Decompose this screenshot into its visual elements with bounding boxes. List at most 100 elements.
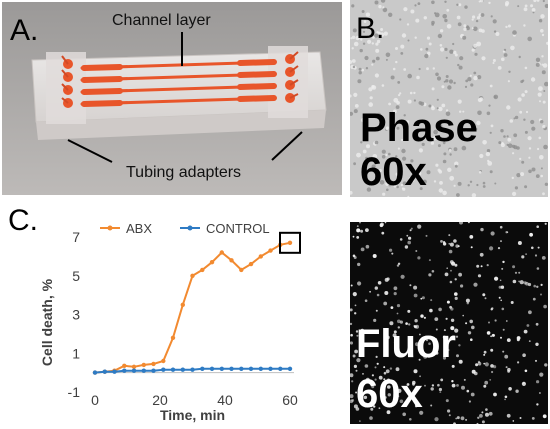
phase-cell: [521, 79, 525, 82]
panel-letter-b: B.: [356, 12, 385, 45]
fluor-cell: [353, 256, 357, 259]
phase-cell: [445, 75, 449, 78]
data-point-control: [209, 366, 215, 371]
legend-label: CONTROL: [206, 221, 270, 236]
phase-cell: [400, 44, 405, 49]
fluor-cell: [501, 307, 505, 311]
phase-cell: [420, 101, 425, 106]
fluor-cell: [486, 331, 491, 335]
fluor-cell: [438, 387, 442, 392]
phase-cell: [486, 149, 491, 153]
fluor-cell: [449, 260, 454, 264]
fluor-cell: [481, 420, 485, 424]
phase-cell: [413, 99, 416, 102]
fluor-cell: [486, 264, 489, 267]
fluor-cell: [460, 284, 464, 288]
fluor-cell: [362, 373, 364, 375]
fluor-cell: [544, 363, 548, 367]
fluor-cell: [524, 369, 528, 373]
fluor-cell: [500, 299, 502, 302]
phase-cell: [430, 141, 434, 145]
fluor-cell: [375, 309, 378, 312]
phase-cell: [521, 93, 525, 97]
fluor-cell: [376, 362, 379, 365]
fluor-cell: [510, 301, 514, 304]
fluor-cell: [383, 366, 386, 369]
phase-cell: [493, 30, 497, 33]
fluor-cell: [370, 407, 374, 411]
fluor-cell: [458, 272, 462, 277]
fluor-cell: [480, 265, 483, 268]
phase-cell: [353, 41, 359, 47]
fluor-cell: [521, 255, 525, 259]
fluor-cell: [451, 383, 456, 388]
phase-cell: [512, 30, 517, 35]
phase-cell: [352, 28, 357, 33]
fluor-cell: [396, 312, 399, 315]
phase-cell: [433, 180, 437, 183]
fluor-cell: [435, 351, 439, 355]
phase-cell: [542, 63, 548, 68]
phase-cell: [351, 59, 356, 63]
phase-cell: [410, 9, 415, 14]
phase-cell: [531, 167, 536, 172]
phase-cell: [438, 106, 443, 112]
phase-cell: [524, 130, 528, 134]
fluor-cell: [454, 296, 458, 300]
data-point-control: [122, 368, 127, 373]
phase-cell: [470, 83, 474, 87]
x-tick-label: 20: [152, 392, 168, 408]
phase-cell: [464, 128, 468, 132]
phase-cell: [542, 192, 545, 196]
phase-cell: [540, 29, 544, 33]
phase-cell: [473, 43, 478, 48]
phase-cell: [425, 47, 429, 51]
phase-magnification: 60x: [360, 150, 427, 194]
phase-cell: [409, 91, 413, 95]
fluor-cell: [429, 337, 432, 340]
fluor-cell: [352, 235, 355, 238]
fluor-cell: [506, 231, 509, 233]
fluor-cell: [497, 247, 501, 250]
fluor-cell: [525, 253, 527, 255]
fluor-cell: [544, 222, 547, 225]
phase-cell: [541, 33, 545, 37]
fluor-cell: [483, 350, 487, 354]
fluor-cell: [499, 225, 503, 229]
fluor-cell: [445, 347, 448, 350]
phase-cell: [447, 131, 450, 134]
data-point-abx: [131, 364, 137, 369]
fluor-cell: [373, 318, 377, 322]
fluor-cell: [515, 389, 519, 393]
phase-cell: [461, 145, 467, 151]
phase-contrast-image: Phase 60x: [350, 0, 548, 197]
cell-death-chart: -1 1 3 5 7 0 20 40 60 Time, min Cell death, % ABX CO…: [39, 221, 301, 423]
phase-cell: [507, 80, 510, 83]
phase-cell: [490, 124, 494, 128]
highlight-box: [279, 231, 301, 254]
fluor-cell: [523, 329, 528, 334]
fluor-cell: [479, 414, 483, 418]
phase-cell: [507, 137, 512, 142]
phase-cell: [477, 75, 482, 80]
phase-cell: [427, 51, 431, 56]
phase-cell: [417, 2, 421, 5]
data-point-abx: [200, 267, 205, 273]
phase-cell: [492, 62, 495, 64]
phase-cell: [513, 133, 518, 138]
data-point-control: [239, 366, 244, 371]
fluor-label: Fluor: [356, 322, 456, 366]
fluor-cell: [442, 356, 447, 360]
fluor-cell: [397, 388, 402, 393]
phase-cell: [390, 75, 395, 80]
fluor-cell: [434, 417, 439, 422]
x-axis-title: Time, min: [160, 407, 225, 423]
phase-cell: [478, 28, 483, 33]
phase-cell: [372, 154, 378, 159]
phase-cell: [519, 157, 522, 160]
fluor-cell: [350, 322, 353, 326]
phase-cell: [535, 174, 540, 179]
phase-cell: [375, 48, 380, 53]
fluor-cell: [446, 267, 448, 269]
fluor-cell: [356, 236, 360, 239]
